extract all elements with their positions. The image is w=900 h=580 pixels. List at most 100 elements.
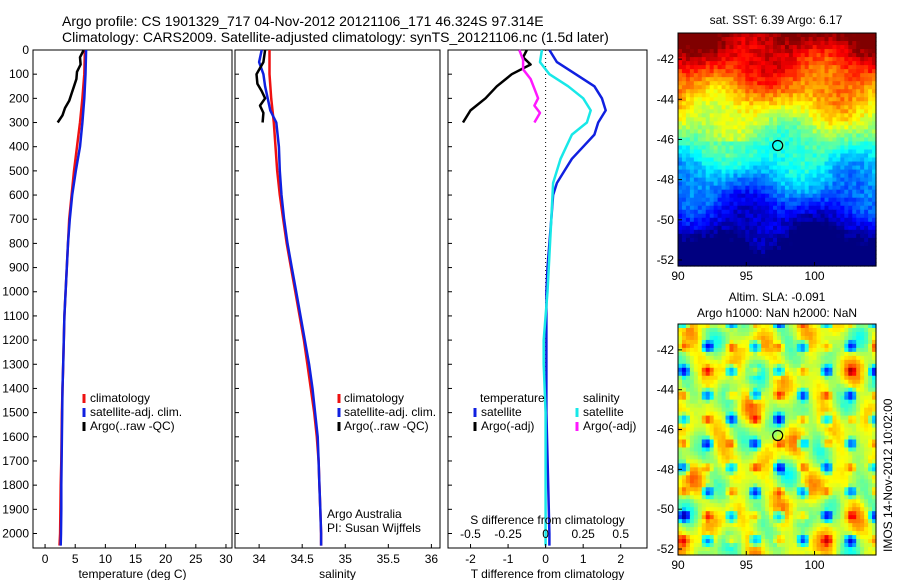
sla-map-cell [840, 379, 845, 385]
salinity-annotation-line-1: Argo Australia [327, 507, 402, 521]
sla-map-cell [741, 375, 746, 381]
sst-map-cell [705, 253, 711, 259]
sst-map-cell [705, 93, 711, 98]
sla-map-cell [757, 427, 762, 433]
sla-map-cell [705, 391, 711, 397]
sst-map-cell [689, 261, 695, 267]
sst-map-cell [868, 185, 873, 191]
sst-map-cell [864, 225, 869, 231]
sst-map-cell [836, 209, 841, 215]
sla-map-cell [828, 367, 834, 373]
sla-map-cell [840, 443, 845, 449]
sla-map-cell [864, 423, 869, 429]
sla-map-cell [749, 375, 754, 381]
sst-map-cell [840, 233, 845, 239]
sst-map-cell [856, 153, 861, 159]
sst-map-cell [733, 189, 738, 195]
sst-map-cell [864, 97, 869, 102]
sla-map-cell [769, 419, 774, 425]
sla-map-cell [761, 427, 766, 433]
sst-map-cell [689, 185, 695, 191]
sst-map-cell [721, 109, 727, 114]
sst-map-cell [729, 253, 735, 259]
sla-map-cell [808, 379, 814, 385]
sla-map-cell [733, 451, 738, 457]
sla-map-cell [844, 391, 849, 397]
sst-map-cell [832, 229, 837, 235]
sla-map-cell [765, 403, 770, 409]
sla-map-cell [792, 451, 798, 457]
sst-map-cell [832, 253, 837, 259]
sla-map-cell [844, 359, 849, 365]
sst-map-cell [848, 77, 853, 82]
sla-map-cell [844, 355, 849, 361]
sst-map-cell [685, 165, 691, 171]
sst-map-cell [812, 217, 818, 223]
sla-map-cell [840, 387, 845, 393]
sla-map-cell [804, 451, 810, 457]
sst-map-cell [832, 141, 837, 147]
sst-map-cell [792, 141, 798, 147]
sst-map-cell [745, 89, 750, 94]
sst-map-cell [828, 153, 834, 159]
sst-map-cell [701, 185, 707, 191]
sst-map-cell [741, 153, 746, 159]
sst-map-cell [757, 109, 762, 114]
sst-map-cell [678, 213, 683, 219]
sla-map-cell [788, 451, 794, 457]
sla-map-cell [741, 403, 746, 409]
sla-map-cell [780, 431, 786, 437]
sst-map-cell [685, 241, 691, 247]
sst-map-cell [717, 221, 723, 227]
sla-map-cell [709, 324, 715, 329]
difference-top-tick-label: -0.25 [494, 527, 522, 541]
sla-map-cell [868, 415, 873, 421]
sla-map-cell [852, 463, 857, 468]
sla-map-cell [828, 387, 834, 393]
sla-map-cell [761, 407, 766, 413]
sla-map-cell [709, 351, 715, 357]
sst-map-cell [828, 85, 834, 90]
sla-map-cell [820, 359, 826, 365]
sla-map-cell [856, 443, 861, 449]
sst-map-cell [804, 169, 810, 175]
sla-map-cell [761, 455, 766, 461]
sst-map-cell [733, 45, 738, 50]
sst-map-cell [729, 165, 735, 171]
sla-map-cell [693, 343, 699, 349]
sst-map-cell [729, 85, 735, 90]
sla-map-cell [844, 403, 849, 409]
sla-map-cell [689, 327, 695, 333]
sst-map-cell [733, 253, 738, 259]
sla-map-cell [816, 347, 822, 353]
sla-map-cell [832, 467, 837, 472]
sst-map-cell [792, 245, 798, 251]
sst-map-cell [773, 113, 778, 118]
sla-map-cell [824, 379, 830, 385]
sst-map-cell [757, 145, 762, 151]
sla-map-cell [808, 399, 814, 405]
sst-map-cell [737, 213, 742, 219]
sst-map-cell [808, 85, 814, 90]
sst-map-cell [836, 217, 841, 223]
sst-map-cell [693, 141, 699, 147]
sla-map-cell [848, 439, 853, 445]
sst-map-cell [761, 149, 766, 155]
sst-map-cell [828, 217, 834, 223]
sst-map-cell [816, 245, 822, 251]
sla-map-cell [757, 359, 762, 365]
sst-map-cell [745, 201, 750, 207]
temperature-ytick-label: 700 [9, 212, 29, 226]
sst-map-cell [713, 89, 719, 94]
sla-map-cell [737, 339, 742, 345]
sst-map-cell [709, 213, 715, 219]
sst-map-cell [868, 209, 873, 215]
sla-map-cell [792, 339, 798, 345]
sla-map-cell [689, 407, 695, 413]
sla-map-cell [820, 467, 826, 472]
sst-map-cell [681, 93, 687, 98]
sla-map-cell [816, 423, 822, 429]
temperature-ytick-label: 1800 [2, 478, 29, 492]
temperature-ytick-label: 1400 [2, 381, 29, 395]
sst-map-cell [800, 97, 806, 102]
